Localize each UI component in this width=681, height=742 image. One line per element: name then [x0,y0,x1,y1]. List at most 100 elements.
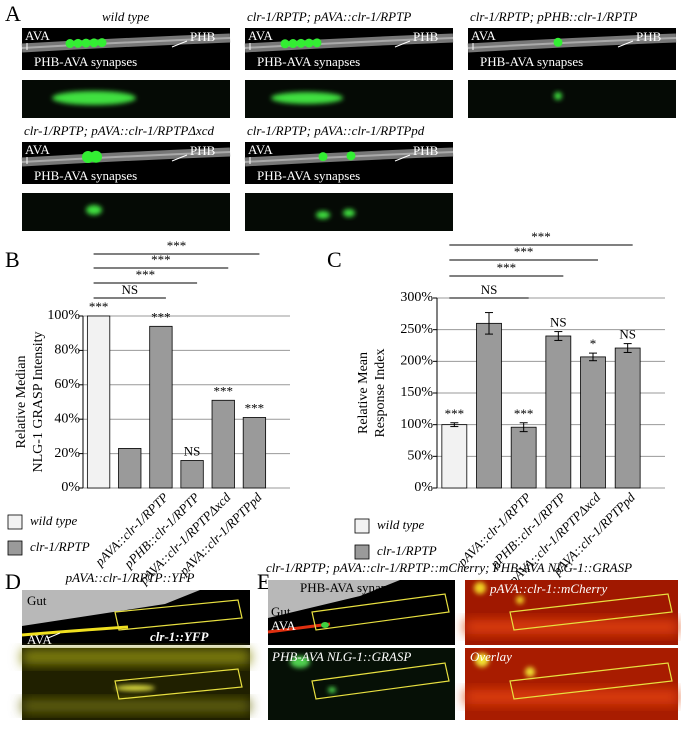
y-tick-label: 80% [54,343,80,358]
ava-label: AVA [248,142,273,157]
y-axis-title: Relative Mean Response Index [356,348,388,437]
synapse-dot [346,151,356,161]
roi-box [311,662,450,700]
phb-pointer [394,154,411,162]
fluorescence-spot [328,687,336,693]
y-tick-label: 50% [407,449,433,464]
gut-granule [516,596,524,604]
bar [118,448,142,489]
bar [211,399,235,489]
comparison-label: *** [151,252,171,267]
strain-title: clr-1/RPTP; pAVA::clr-1/RPTPpd [247,123,425,138]
ava-label: AVA [27,632,52,647]
fluorescence-spot [115,685,155,691]
synapse-dot [304,38,314,48]
gut-granule [475,653,489,667]
fluorescence-bg [468,80,676,118]
roi-box [311,593,450,631]
worm-edge [244,37,454,49]
comparison-label: *** [531,229,551,244]
roi-box [509,662,673,700]
significance-label: *** [245,400,265,415]
y-tick-label: 20% [54,446,80,461]
ava-label: AVA [25,28,50,43]
phb-label: PHB [190,29,216,44]
bar [180,460,204,489]
significance-label: NS [619,327,636,342]
worm-edge [21,37,231,49]
strain-title: clr-1/RPTP; pPHB::clr-1/RPTP [470,9,637,24]
legend-label: clr-1/RPTP [30,539,90,554]
comparison-label: NS [481,282,498,297]
comparison-label: *** [514,244,534,259]
fluorescence-spot [86,205,102,215]
bar [510,426,537,489]
panel-label: B [5,247,20,272]
phb-pointer [617,40,634,48]
panel-title: clr-1/RPTP; pAVA::clr-1/RPTP::mCherry; P… [266,560,632,575]
legend-swatch [7,540,23,556]
y-tick-label: 200% [400,354,433,369]
fluorescence-spot [554,92,562,100]
marker-label: clr-1::YFP [150,629,210,644]
synapses-label: PHB-AVA synapses [257,168,360,183]
ava-label: AVA [271,618,296,633]
strain-title: clr-1/RPTP; pAVA::clr-1/RPTP [247,9,411,24]
panel-label: A [5,1,21,26]
roi-box [509,593,673,631]
panel-title: pAVA::clr-1/RPTP::YFP [65,570,195,585]
significance-label: *** [214,383,234,398]
fluorescence-band [22,700,250,712]
strain-title: wild type [102,9,150,24]
mcherry-label: pAVA::clr-1::mCherry [489,581,607,596]
ava-pointer [47,632,61,639]
significance-label: * [590,336,597,351]
y-axis-title-line: Relative Median [14,356,29,449]
y-tick-label: 100% [400,417,433,432]
y-axis-title: Relative Median NLG-1 GRASP Intensity [14,331,46,472]
fluorescence-spot [316,211,330,219]
fluorescence-spot [52,91,136,105]
gut-label: Gut [271,604,291,619]
bar [545,335,572,489]
significance-label: *** [89,299,109,314]
y-tick-label: 300% [400,290,433,305]
strain-title: clr-1/RPTP; pAVA::clr-1/RPTPΔxcd [24,123,214,138]
synapses-label: PHB-AVA synapses [34,168,137,183]
legend-swatch [7,514,23,530]
y-tick-label: 60% [54,377,80,392]
y-tick-label: 100% [47,308,80,323]
gut-granule [474,582,486,594]
y-tick-label: 0% [61,480,80,495]
synapse-dot [97,38,107,48]
phb-pointer [171,40,188,48]
synapse-dot [553,37,563,47]
bar [149,325,173,489]
y-tick-label: 40% [54,411,80,426]
synapses-label: PHB-AVA synapses [480,54,583,69]
ava-neuron [21,625,129,637]
fluorescence-band [465,690,678,704]
synapses-label: PHB-AVA synapses [257,54,360,69]
legend-label: wild type [30,513,78,528]
y-axis-title-line: Relative Mean [356,352,371,434]
panel-label: D [5,569,21,594]
synapse-dot [288,39,298,49]
worm-edge [21,151,231,163]
phb-pointer [394,40,411,48]
fluorescence-bg [22,193,230,231]
synapse-dot [81,38,91,48]
panel-label: C [327,247,342,272]
significance-label: NS [550,315,567,330]
legend-swatch [354,518,370,534]
bar [441,424,468,489]
gut-label: Gut [27,593,47,608]
synapse-dot [312,38,322,48]
bar [580,356,606,489]
phb-label: PHB [636,29,662,44]
fluorescence-spot [321,622,329,628]
fluorescence-spot [343,209,355,217]
synapse-dot [73,38,83,48]
comparison-label: NS [121,282,138,297]
